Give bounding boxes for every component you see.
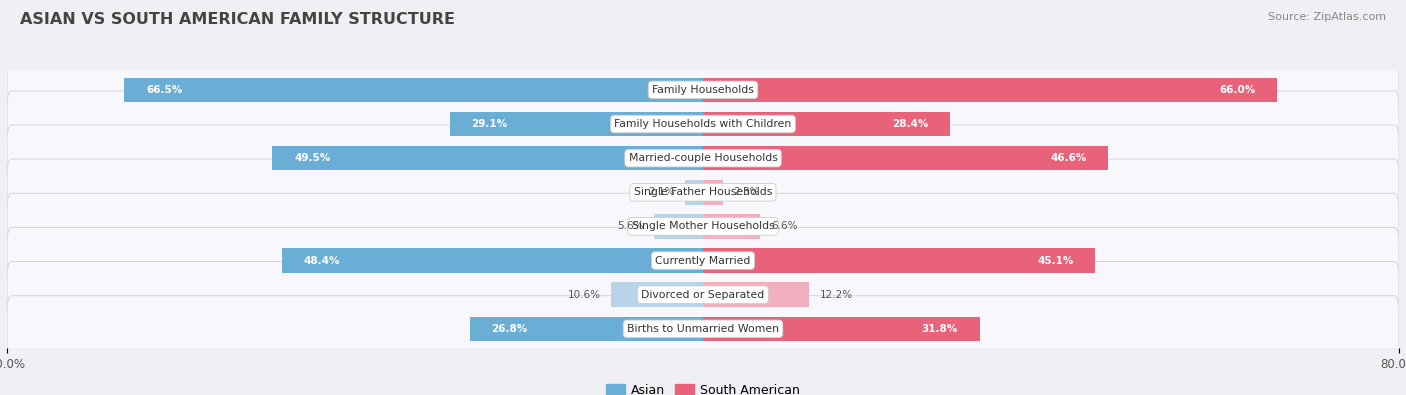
Text: 48.4%: 48.4%	[304, 256, 340, 265]
Text: 31.8%: 31.8%	[922, 324, 957, 334]
Bar	[685, 180, 703, 205]
Text: 26.8%: 26.8%	[492, 324, 527, 334]
Text: 2.3%: 2.3%	[734, 187, 761, 197]
Bar	[703, 146, 1108, 170]
Text: 45.1%: 45.1%	[1038, 256, 1074, 265]
Bar	[283, 248, 703, 273]
Bar	[610, 282, 703, 307]
FancyBboxPatch shape	[7, 296, 1399, 362]
FancyBboxPatch shape	[7, 125, 1399, 191]
Text: Single Mother Households: Single Mother Households	[631, 222, 775, 231]
Text: 6.6%: 6.6%	[770, 222, 797, 231]
FancyBboxPatch shape	[7, 57, 1399, 123]
Text: Married-couple Households: Married-couple Households	[628, 153, 778, 163]
Bar	[470, 316, 703, 341]
Text: 49.5%: 49.5%	[294, 153, 330, 163]
Text: Divorced or Separated: Divorced or Separated	[641, 290, 765, 300]
Text: 10.6%: 10.6%	[568, 290, 600, 300]
Text: Single Father Households: Single Father Households	[634, 187, 772, 197]
FancyBboxPatch shape	[7, 193, 1399, 260]
Text: 2.1%: 2.1%	[648, 187, 675, 197]
Bar	[273, 146, 703, 170]
Bar	[703, 112, 950, 136]
FancyBboxPatch shape	[7, 159, 1399, 226]
Text: 28.4%: 28.4%	[891, 119, 928, 129]
Text: Currently Married: Currently Married	[655, 256, 751, 265]
Text: Family Households with Children: Family Households with Children	[614, 119, 792, 129]
Text: 66.5%: 66.5%	[146, 85, 183, 95]
Text: ASIAN VS SOUTH AMERICAN FAMILY STRUCTURE: ASIAN VS SOUTH AMERICAN FAMILY STRUCTURE	[20, 12, 454, 27]
Text: 5.6%: 5.6%	[617, 222, 644, 231]
Bar	[703, 77, 1277, 102]
FancyBboxPatch shape	[7, 228, 1399, 293]
Bar	[703, 248, 1095, 273]
FancyBboxPatch shape	[7, 261, 1399, 328]
Text: 46.6%: 46.6%	[1050, 153, 1087, 163]
FancyBboxPatch shape	[7, 91, 1399, 157]
Bar	[703, 282, 808, 307]
Bar	[703, 180, 723, 205]
Legend: Asian, South American: Asian, South American	[600, 379, 806, 395]
Text: Source: ZipAtlas.com: Source: ZipAtlas.com	[1268, 12, 1386, 22]
Text: 12.2%: 12.2%	[820, 290, 852, 300]
Text: 29.1%: 29.1%	[471, 119, 508, 129]
Bar	[450, 112, 703, 136]
Text: 66.0%: 66.0%	[1219, 85, 1256, 95]
Bar	[654, 214, 703, 239]
Bar	[125, 77, 703, 102]
Text: Family Households: Family Households	[652, 85, 754, 95]
Bar	[703, 316, 980, 341]
Text: Births to Unmarried Women: Births to Unmarried Women	[627, 324, 779, 334]
Bar	[703, 214, 761, 239]
